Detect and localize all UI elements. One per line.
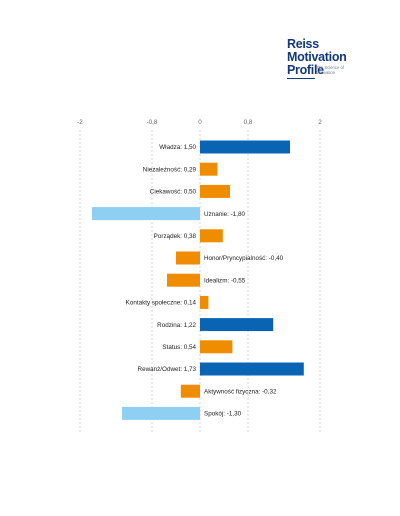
x-tick-label: -2 xyxy=(77,119,83,126)
bar xyxy=(200,162,218,176)
category-label: Rewanż/Odwet: 1,73 xyxy=(138,366,197,373)
category-label: Idealizm: -0,55 xyxy=(204,277,246,284)
bar xyxy=(176,251,200,265)
bar xyxy=(200,362,304,376)
bar xyxy=(200,140,290,154)
reiss-logo: Reiss Motivation Profile The Science of … xyxy=(287,38,377,88)
logo-word-reiss: Reiss xyxy=(287,37,319,51)
x-tick-label: -0,8 xyxy=(147,119,158,126)
bar xyxy=(200,340,233,354)
category-label: Ciekawość: 0,50 xyxy=(150,189,197,196)
logo-word-profile: Profile xyxy=(287,63,324,77)
bar xyxy=(200,184,230,198)
x-tick-label: 0,8 xyxy=(244,119,253,126)
bar xyxy=(200,295,209,309)
category-label: Spokój: -1,30 xyxy=(204,411,242,418)
category-label: Rodzina: 1,22 xyxy=(157,322,196,329)
bar xyxy=(180,384,200,398)
x-tick-label: 0 xyxy=(198,119,202,126)
x-tick-label: 2 xyxy=(318,119,322,126)
logo-word-motivation: Motivation xyxy=(287,50,347,64)
category-label: Aktywność fizyczna: -0,32 xyxy=(204,388,277,395)
bar xyxy=(167,273,200,287)
category-label: Porządek: 0,38 xyxy=(154,233,197,240)
bar xyxy=(122,406,200,420)
bar xyxy=(200,318,274,332)
logo-underline xyxy=(287,78,315,80)
category-label: Niezależność: 0,29 xyxy=(143,166,197,173)
bar xyxy=(92,207,200,221)
category-label: Władza: 1,50 xyxy=(159,144,196,151)
bar xyxy=(200,229,223,243)
logo-tagline: The Science of Motivation xyxy=(316,65,344,75)
category-label: Honor/Pryncypialność: -0,40 xyxy=(204,255,284,262)
category-label: Status: 0,54 xyxy=(162,344,196,351)
category-label: Kontakty społeczne: 0,14 xyxy=(126,300,197,307)
category-label: Uznanie: -1,80 xyxy=(204,211,245,218)
